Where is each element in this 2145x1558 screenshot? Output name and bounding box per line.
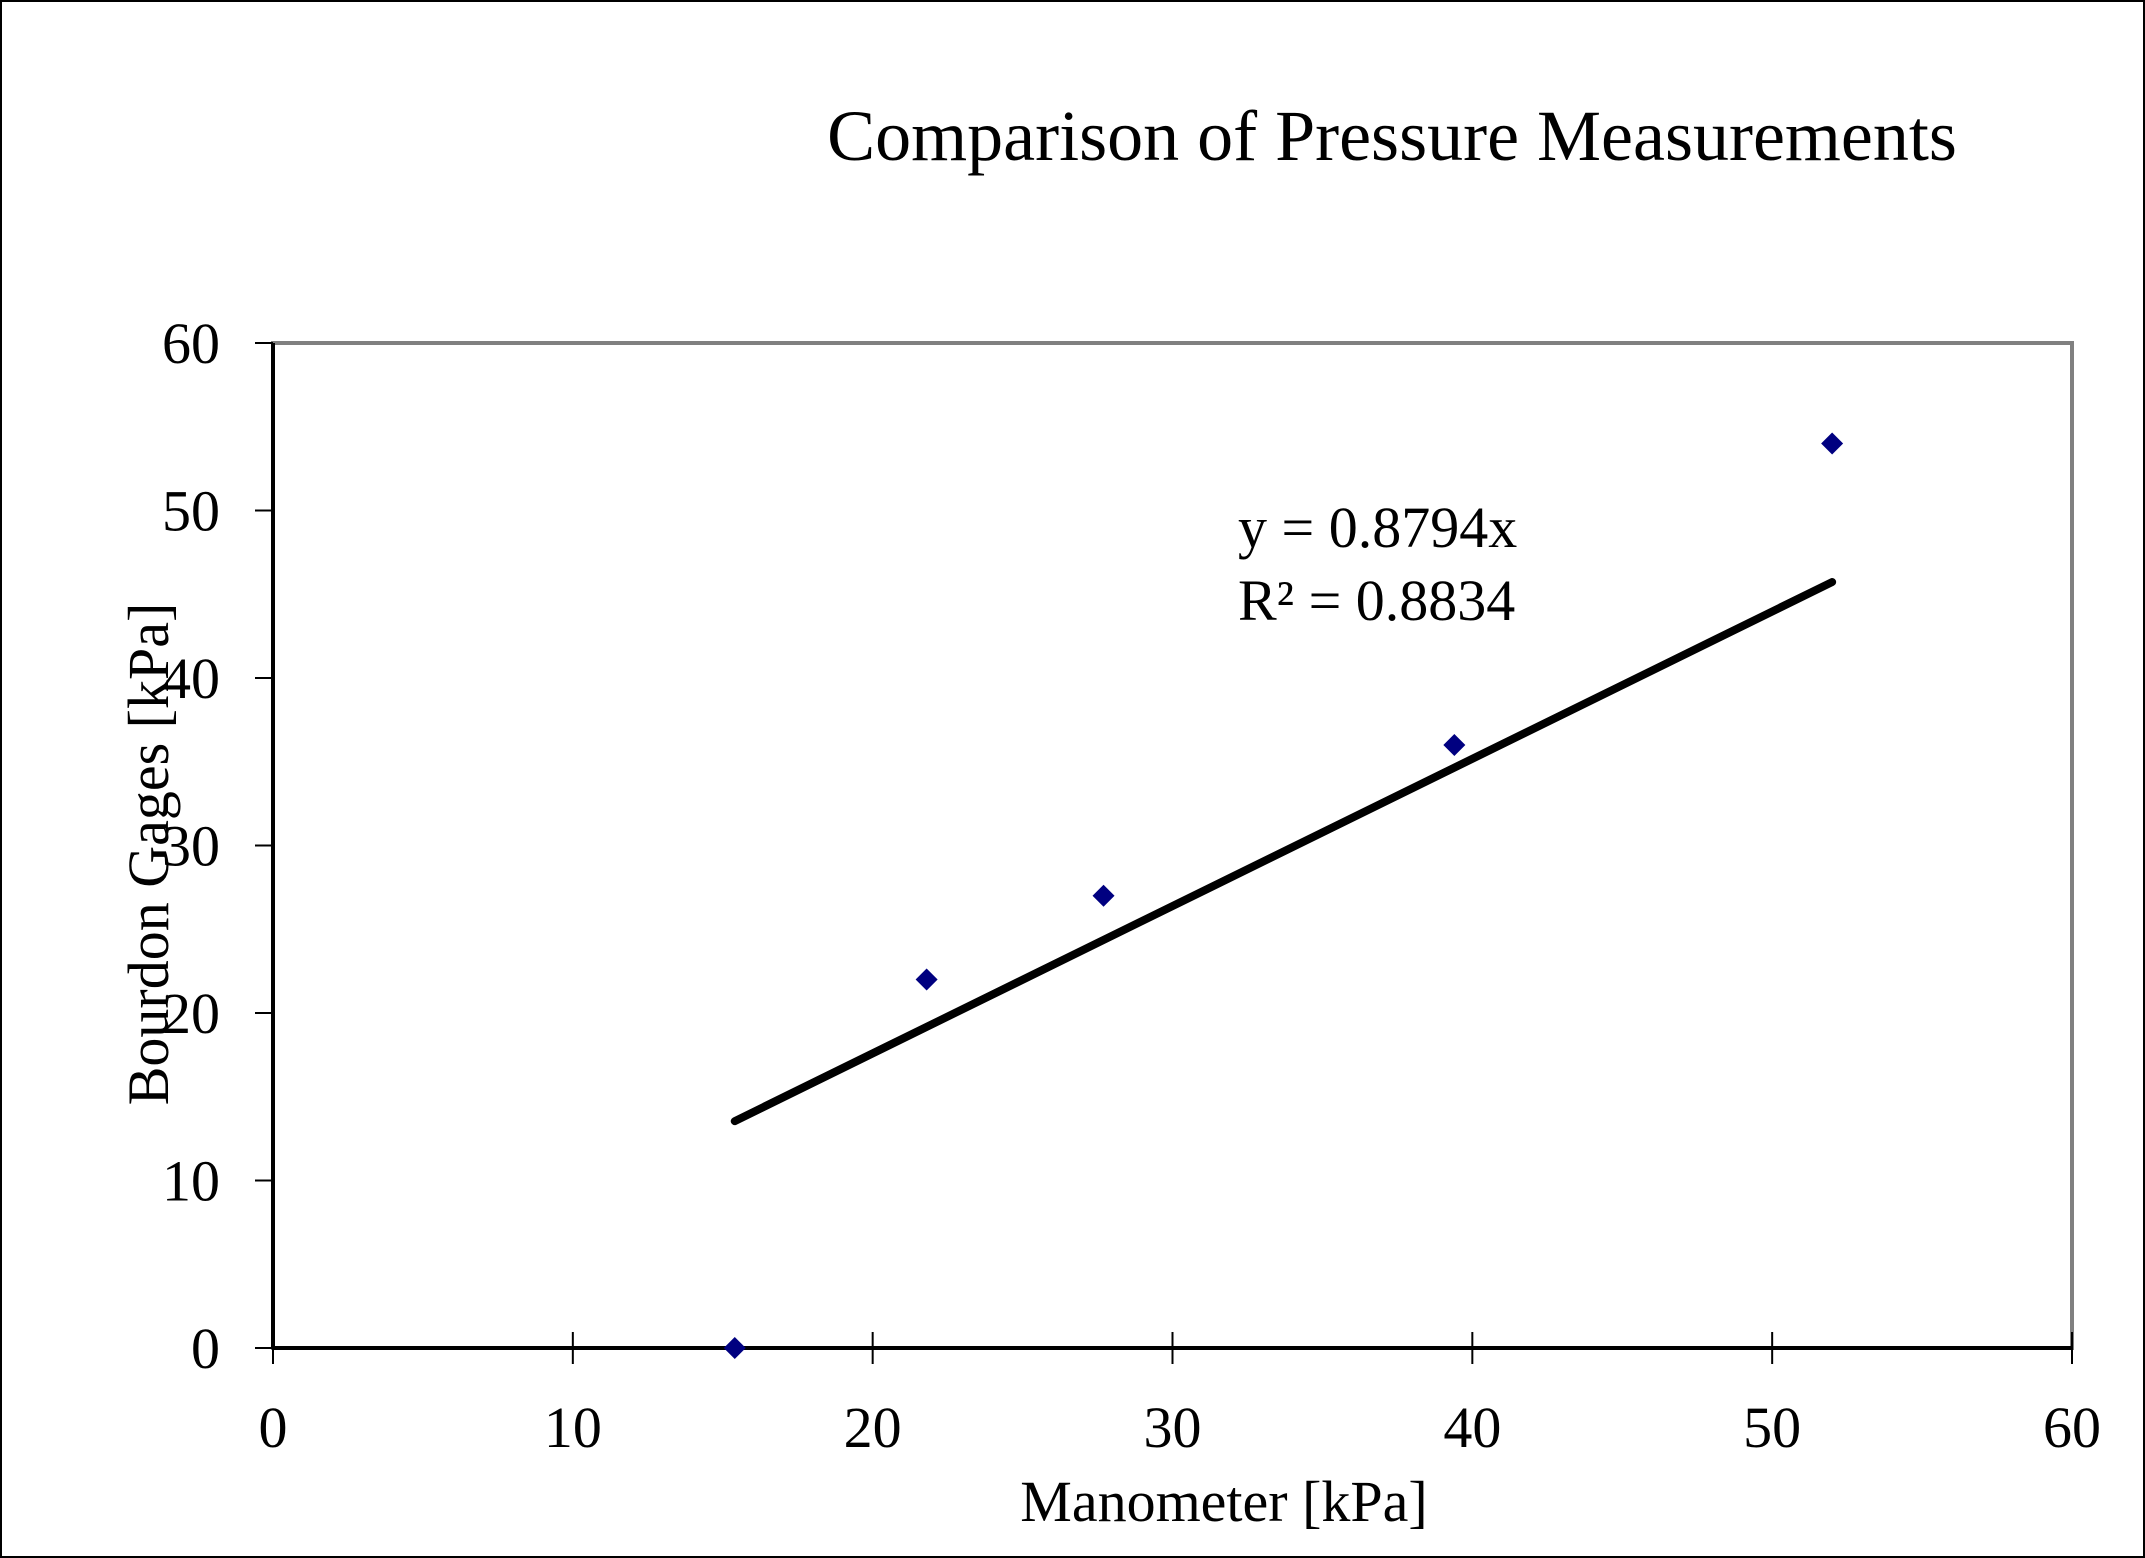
x-axis-label: Manometer [kPa]	[1020, 1469, 1427, 1534]
plot-area-frame	[271, 341, 2074, 1350]
data-points	[723, 432, 1844, 1359]
x-tick-label: 10	[544, 1395, 602, 1460]
data-point	[1443, 734, 1466, 756]
y-tick-label: 10	[162, 1149, 220, 1214]
data-point	[1821, 432, 1844, 455]
x-tick-label: 50	[1743, 1395, 1801, 1460]
x-tick-label: 30	[1144, 1395, 1202, 1460]
y-tick-label: 50	[162, 479, 220, 544]
x-tick-label: 20	[844, 1395, 902, 1460]
y-tick-label: 60	[162, 311, 220, 376]
data-point	[915, 968, 938, 991]
data-point	[723, 1337, 746, 1359]
y-tick-label: 40	[162, 646, 220, 711]
y-tick-label: 0	[191, 1316, 220, 1381]
y-tick-label: 30	[162, 814, 220, 879]
x-tick-label: 40	[1443, 1395, 1501, 1460]
y-axis-tick-labels: 0 10 20 30 40 50 60	[162, 311, 220, 1381]
y-axis-ticks	[255, 342, 273, 1349]
chart-title: Comparison of Pressure Measurements	[827, 96, 1957, 176]
trendline-r-squared: R² = 0.8834	[1238, 568, 1515, 633]
x-tick-label: 60	[2043, 1395, 2101, 1460]
y-tick-label: 20	[162, 981, 220, 1046]
y-axis-label: Bourdon Gages [kPa]	[116, 603, 181, 1106]
trendline-equation: y = 0.8794x	[1238, 495, 1517, 560]
data-point	[1092, 884, 1115, 907]
x-axis-tick-labels: 0 10 20 30 40 50 60	[259, 1395, 2102, 1460]
linear-trendline	[730, 578, 1837, 1126]
x-tick-label: 0	[259, 1395, 288, 1460]
